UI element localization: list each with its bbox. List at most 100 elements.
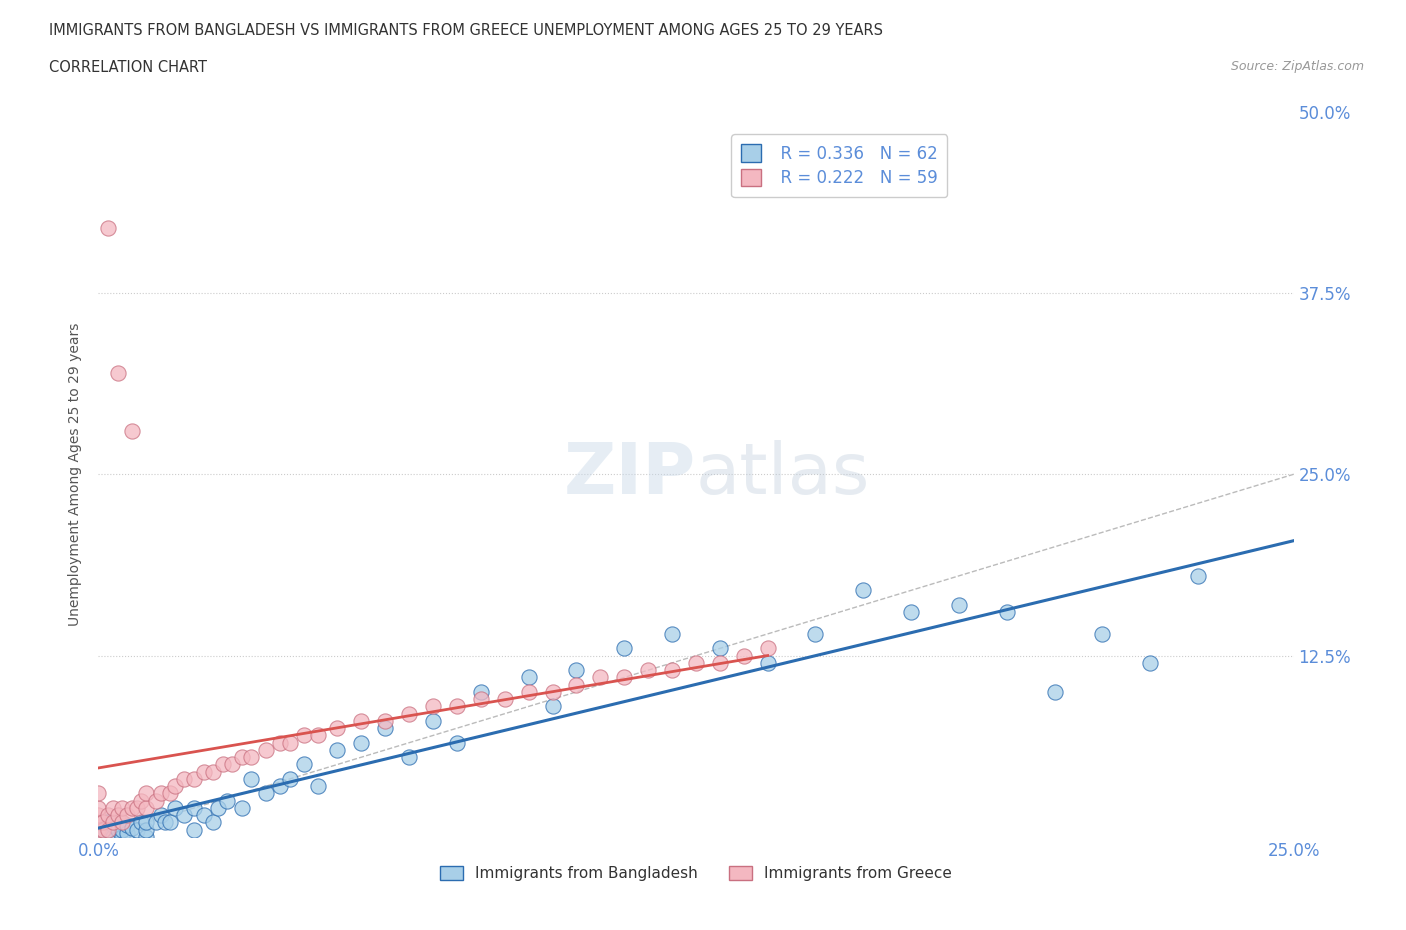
- Point: [111, 801, 134, 816]
- Point: [163, 801, 186, 816]
- Point: [231, 750, 253, 764]
- Point: [278, 736, 301, 751]
- Point: [661, 627, 683, 642]
- Point: [163, 778, 186, 793]
- Point: [97, 822, 120, 837]
- Point: [269, 778, 291, 793]
- Point: [135, 786, 157, 801]
- Point: [121, 423, 143, 438]
- Point: [173, 772, 195, 787]
- Point: [326, 721, 349, 736]
- Text: IMMIGRANTS FROM BANGLADESH VS IMMIGRANTS FROM GREECE UNEMPLOYMENT AMONG AGES 25 : IMMIGRANTS FROM BANGLADESH VS IMMIGRANTS…: [49, 23, 883, 38]
- Point: [470, 684, 492, 699]
- Point: [709, 641, 731, 656]
- Point: [145, 815, 167, 830]
- Text: atlas: atlas: [696, 440, 870, 509]
- Point: [145, 793, 167, 808]
- Point: [326, 742, 349, 757]
- Point: [756, 656, 779, 671]
- Point: [193, 808, 215, 823]
- Point: [97, 822, 120, 837]
- Point: [589, 670, 612, 684]
- Point: [115, 825, 138, 840]
- Point: [240, 750, 263, 764]
- Point: [446, 699, 468, 714]
- Point: [374, 721, 396, 736]
- Point: [565, 663, 588, 678]
- Point: [131, 815, 153, 830]
- Point: [107, 808, 129, 823]
- Point: [254, 786, 277, 801]
- Point: [995, 604, 1018, 619]
- Point: [87, 822, 110, 837]
- Point: [446, 736, 468, 751]
- Point: [685, 656, 707, 671]
- Point: [159, 786, 181, 801]
- Point: [900, 604, 922, 619]
- Point: [135, 830, 157, 844]
- Legend: Immigrants from Bangladesh, Immigrants from Greece: Immigrants from Bangladesh, Immigrants f…: [434, 860, 957, 887]
- Point: [115, 808, 138, 823]
- Point: [87, 815, 110, 830]
- Point: [661, 663, 683, 678]
- Point: [709, 656, 731, 671]
- Point: [111, 830, 134, 844]
- Point: [183, 801, 205, 816]
- Point: [350, 736, 373, 751]
- Point: [278, 772, 301, 787]
- Point: [307, 778, 329, 793]
- Point: [97, 220, 120, 235]
- Point: [613, 670, 636, 684]
- Point: [101, 801, 124, 816]
- Point: [183, 822, 205, 837]
- Point: [374, 713, 396, 728]
- Point: [87, 822, 110, 837]
- Point: [350, 713, 373, 728]
- Point: [517, 670, 540, 684]
- Point: [173, 808, 195, 823]
- Point: [125, 822, 148, 837]
- Text: ZIP: ZIP: [564, 440, 696, 509]
- Point: [91, 815, 114, 830]
- Point: [398, 706, 420, 721]
- Point: [565, 677, 588, 692]
- Point: [254, 742, 277, 757]
- Point: [101, 815, 124, 830]
- Point: [292, 728, 315, 743]
- Point: [852, 583, 875, 598]
- Text: CORRELATION CHART: CORRELATION CHART: [49, 60, 207, 75]
- Point: [101, 830, 124, 844]
- Text: Source: ZipAtlas.com: Source: ZipAtlas.com: [1230, 60, 1364, 73]
- Point: [422, 699, 444, 714]
- Point: [221, 757, 243, 772]
- Point: [159, 815, 181, 830]
- Point: [97, 815, 120, 830]
- Point: [804, 627, 827, 642]
- Point: [121, 801, 143, 816]
- Point: [111, 815, 134, 830]
- Point: [107, 822, 129, 837]
- Point: [155, 815, 177, 830]
- Point: [307, 728, 329, 743]
- Point: [613, 641, 636, 656]
- Point: [87, 801, 110, 816]
- Point: [494, 692, 516, 707]
- Point: [231, 801, 253, 816]
- Point: [91, 822, 114, 837]
- Point: [87, 830, 110, 844]
- Point: [756, 641, 779, 656]
- Point: [183, 772, 205, 787]
- Point: [211, 757, 233, 772]
- Point: [1043, 684, 1066, 699]
- Point: [135, 815, 157, 830]
- Point: [207, 801, 229, 816]
- Point: [115, 818, 138, 833]
- Point: [541, 684, 564, 699]
- Point: [541, 699, 564, 714]
- Point: [87, 815, 110, 830]
- Point: [101, 818, 124, 833]
- Point: [733, 648, 755, 663]
- Point: [149, 786, 172, 801]
- Point: [292, 757, 315, 772]
- Point: [202, 764, 225, 779]
